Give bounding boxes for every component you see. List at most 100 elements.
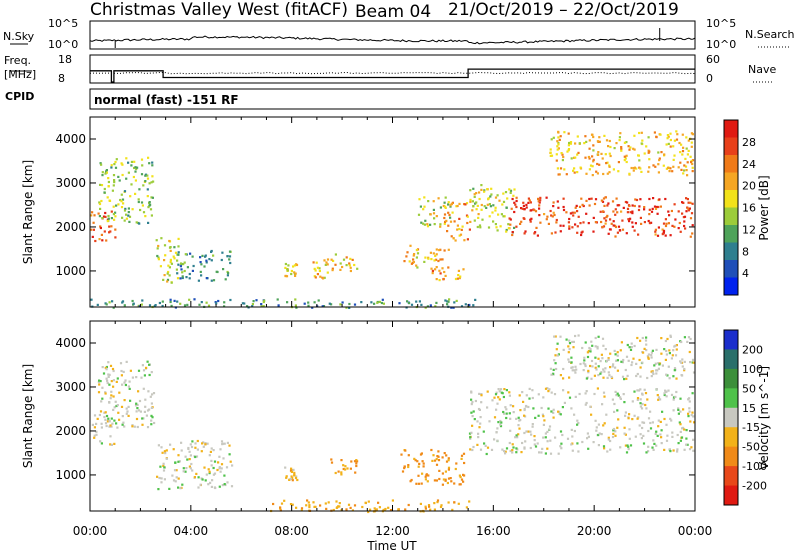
data-cell	[220, 258, 223, 262]
data-cell	[210, 447, 213, 450]
data-cell	[597, 153, 600, 156]
data-cell	[177, 460, 180, 463]
data-cell	[463, 203, 466, 206]
data-cell	[638, 424, 641, 427]
data-cell	[478, 191, 481, 194]
data-cell	[611, 200, 615, 203]
data-cell	[598, 163, 601, 166]
data-cell	[119, 362, 123, 365]
data-cell	[161, 451, 164, 454]
data-cell	[520, 220, 523, 223]
data-cell	[617, 225, 621, 228]
data-cell	[436, 499, 440, 502]
data-cell	[523, 431, 526, 435]
data-cell	[477, 213, 480, 216]
data-cell	[567, 345, 570, 348]
data-cell	[438, 269, 441, 272]
data-cell	[664, 339, 667, 343]
data-cell	[625, 232, 628, 235]
data-cell	[513, 201, 516, 204]
data-cell	[398, 302, 401, 305]
data-cell	[603, 422, 606, 425]
data-cell	[284, 466, 287, 469]
data-cell	[625, 154, 628, 157]
data-cell	[628, 204, 631, 207]
data-cell	[505, 228, 508, 232]
data-cell	[687, 415, 690, 418]
data-cell	[596, 172, 599, 175]
data-cell	[407, 454, 410, 457]
data-cell	[562, 348, 565, 351]
data-cell	[565, 173, 568, 176]
data-cell	[176, 300, 179, 303]
data-cell	[523, 407, 526, 410]
data-cell	[639, 375, 642, 378]
data-cell	[121, 415, 124, 418]
data-cell	[656, 394, 659, 397]
data-cell	[199, 483, 202, 486]
data-cell	[135, 402, 138, 405]
data-cell	[665, 373, 668, 376]
data-cell	[125, 177, 128, 180]
data-cell	[481, 218, 484, 221]
data-cell	[537, 197, 540, 200]
data-cell	[136, 425, 139, 429]
data-cell	[223, 483, 226, 486]
colorbar-swatch	[724, 120, 738, 138]
data-cell	[118, 391, 121, 394]
colorbar-tick-label: 100	[742, 363, 763, 376]
data-cell	[507, 227, 510, 230]
data-cell	[477, 407, 481, 411]
data-cell	[688, 207, 691, 210]
velocity-ylabel: Slant Range [km]	[21, 364, 35, 468]
data-cell	[642, 351, 645, 354]
data-cell	[331, 267, 334, 270]
data-cell	[584, 392, 587, 395]
data-cell	[512, 194, 515, 197]
data-cell	[155, 239, 158, 242]
data-cell	[112, 174, 116, 177]
data-cell	[321, 305, 324, 308]
x-tick-label: 20:00	[577, 524, 612, 538]
data-cell	[134, 166, 137, 169]
data-cell	[470, 403, 473, 406]
data-cell	[620, 360, 623, 363]
data-cell	[568, 360, 571, 363]
data-cell	[212, 254, 215, 257]
data-cell	[655, 135, 658, 138]
data-cell	[689, 155, 692, 158]
data-cell	[211, 479, 214, 482]
data-cell	[466, 238, 469, 241]
data-cell	[652, 197, 655, 200]
data-cell	[657, 226, 660, 229]
data-cell	[196, 448, 199, 451]
data-cell	[512, 405, 515, 408]
data-cell	[620, 210, 623, 213]
data-cell	[561, 406, 564, 409]
data-cell	[166, 280, 169, 283]
data-cell	[598, 432, 601, 435]
data-cell	[132, 302, 135, 305]
data-cell	[137, 409, 141, 412]
data-cell	[648, 158, 651, 161]
data-cell	[290, 470, 293, 473]
data-cell	[149, 395, 152, 398]
data-cell	[592, 216, 595, 219]
data-cell	[675, 130, 678, 133]
data-cell	[107, 375, 110, 378]
data-cell	[549, 209, 552, 213]
data-cell	[114, 228, 117, 231]
data-cell	[166, 272, 169, 275]
data-cell	[607, 436, 610, 439]
data-cell	[594, 362, 597, 365]
data-cell	[424, 507, 427, 510]
data-cell	[623, 401, 626, 404]
data-cell	[284, 266, 287, 269]
data-cell	[557, 136, 560, 139]
data-cell	[531, 389, 534, 392]
data-cell	[629, 444, 633, 447]
data-cell	[496, 402, 499, 405]
data-cell	[341, 301, 344, 304]
data-cell	[492, 204, 495, 207]
data-cell	[103, 411, 106, 414]
